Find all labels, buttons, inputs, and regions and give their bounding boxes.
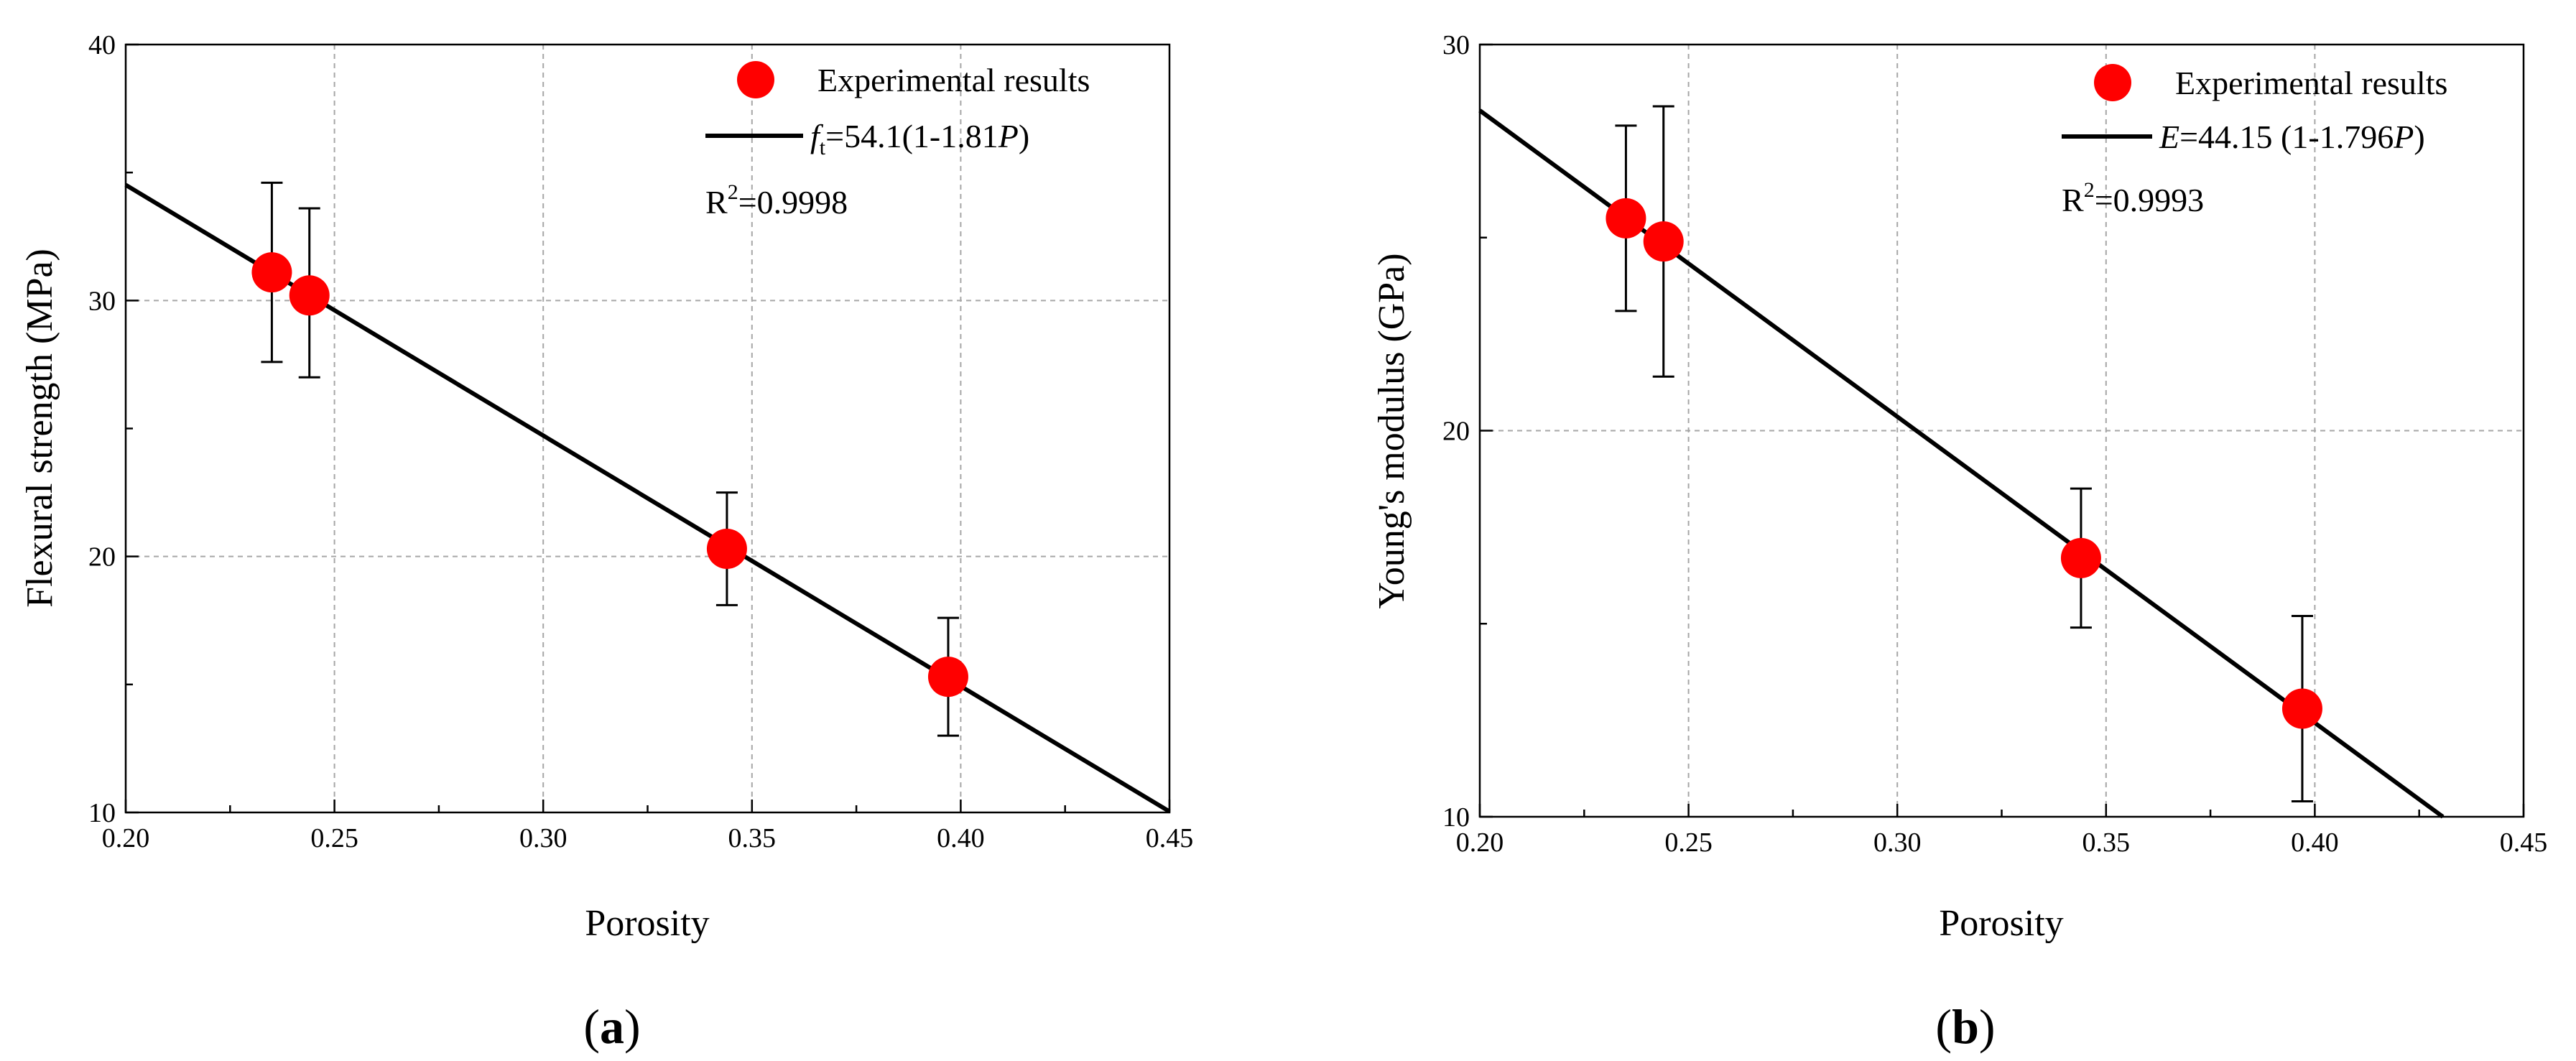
- fit-p-a: P: [998, 118, 1019, 154]
- r-squared-b: R2=0.9993: [2062, 178, 2204, 218]
- fit-close-b: ): [2414, 119, 2424, 155]
- data-point-b: [1606, 198, 1646, 238]
- y-tick-label-b: 10: [1442, 802, 1470, 833]
- x-axis-title-b: Porosity: [1939, 903, 2063, 944]
- x-tick-labels-b: 0.20 0.25 0.30 0.35 0.40 0.45: [1456, 828, 2548, 858]
- y-axis-title-a: Flexural strength (MPa): [19, 249, 60, 608]
- r2-base-b: R: [2062, 182, 2084, 218]
- panel-letter-a: a: [600, 999, 624, 1054]
- panel-label-a: (a): [583, 999, 640, 1054]
- ticks-a: [124, 43, 1171, 814]
- y-tick-label-b: 20: [1442, 417, 1470, 447]
- fit-close-a: ): [1019, 118, 1029, 154]
- x-tick-label-b: 0.45: [2500, 828, 2548, 858]
- x-tick-label-a: 0.35: [728, 823, 777, 853]
- r2-exp-b: 2: [2084, 178, 2095, 202]
- x-tick-label-a: 0.20: [102, 823, 150, 853]
- chart-panel-a: 0.20 0.25 0.30 0.35 0.40 0.45 10 20 30 40 Porosi…: [19, 30, 1193, 1054]
- y-tick-label-a: 10: [88, 798, 116, 828]
- y-tick-label-a: 30: [88, 286, 116, 316]
- legend-points-label-b: Experimental results: [2175, 65, 2447, 101]
- y-tick-label-a: 20: [88, 542, 116, 573]
- y-tick-label-a: 40: [88, 30, 116, 60]
- fit-eq-b: =44.15 (1-1.796: [2179, 119, 2394, 155]
- x-axis-title-a: Porosity: [585, 903, 709, 944]
- x-tick-label-b: 0.20: [1456, 828, 1504, 858]
- plot-frame-a: [124, 43, 1171, 814]
- plot-frame-b: [1478, 43, 2525, 818]
- legend-marker-a: [737, 61, 774, 98]
- r2-value-b: =0.9993: [2095, 182, 2204, 218]
- data-points-a: [251, 252, 968, 698]
- data-point-a: [927, 657, 968, 698]
- r-squared-a: R2=0.9998: [705, 180, 848, 221]
- x-tick-label-b: 0.35: [2082, 828, 2131, 858]
- fit-sub-a: t: [820, 136, 826, 159]
- data-point-a: [251, 252, 292, 293]
- y-axis-title-b: Young's modulus (GPa): [1371, 253, 1412, 608]
- x-tick-label-b: 0.25: [1664, 828, 1713, 858]
- legend-points-label-a: Experimental results: [817, 62, 1090, 98]
- fit-eq-a: =54.1(1-1.81: [825, 118, 999, 154]
- x-tick-labels-a: 0.20 0.25 0.30 0.35 0.40 0.45: [102, 823, 1194, 853]
- x-tick-label-a: 0.45: [1146, 823, 1194, 853]
- legend-fit-label-a: ft=54.1(1-1.81P): [810, 118, 1029, 159]
- r2-exp-a: 2: [728, 180, 738, 204]
- x-tick-label-a: 0.30: [519, 823, 567, 853]
- legend-fit-label-b: E=44.15 (1-1.796P): [2159, 119, 2425, 155]
- x-tick-label-a: 0.25: [310, 823, 358, 853]
- data-points-b: [1606, 198, 2322, 729]
- legend-marker-b: [2094, 64, 2131, 101]
- y-tick-labels-a: 10 20 30 40: [88, 30, 116, 828]
- panel-label-b: (b): [1935, 999, 1995, 1054]
- fit-var-b: E: [2159, 119, 2179, 155]
- fit-p-b: P: [2393, 119, 2414, 155]
- y-tick-labels-b: 10 20 30: [1442, 30, 1470, 833]
- panel-letter-b: b: [1952, 999, 1979, 1054]
- legend-a: Experimental results ft=54.1(1-1.81P) R2…: [705, 61, 1090, 221]
- data-point-b: [2281, 688, 2322, 729]
- data-point-b: [2060, 537, 2101, 578]
- error-bars-a: [261, 181, 959, 737]
- legend-b: Experimental results E=44.15 (1-1.796P) …: [2062, 64, 2447, 218]
- chart-panel-b: 0.20 0.25 0.30 0.35 0.40 0.45 10 20 30 Porosity…: [1371, 30, 2547, 1054]
- data-point-b: [1643, 221, 1684, 262]
- r2-value-a: =0.9998: [738, 184, 848, 221]
- grid-b: [1480, 45, 2524, 817]
- grid-a: [126, 45, 1169, 812]
- x-tick-label-b: 0.30: [1873, 828, 1922, 858]
- y-tick-label-b: 30: [1442, 30, 1470, 60]
- data-point-a: [706, 528, 747, 569]
- x-tick-label-a: 0.40: [937, 823, 985, 853]
- x-tick-label-b: 0.40: [2291, 828, 2339, 858]
- r2-base-a: R: [705, 184, 728, 221]
- data-point-a: [289, 275, 330, 316]
- error-bars-b: [1615, 105, 2313, 802]
